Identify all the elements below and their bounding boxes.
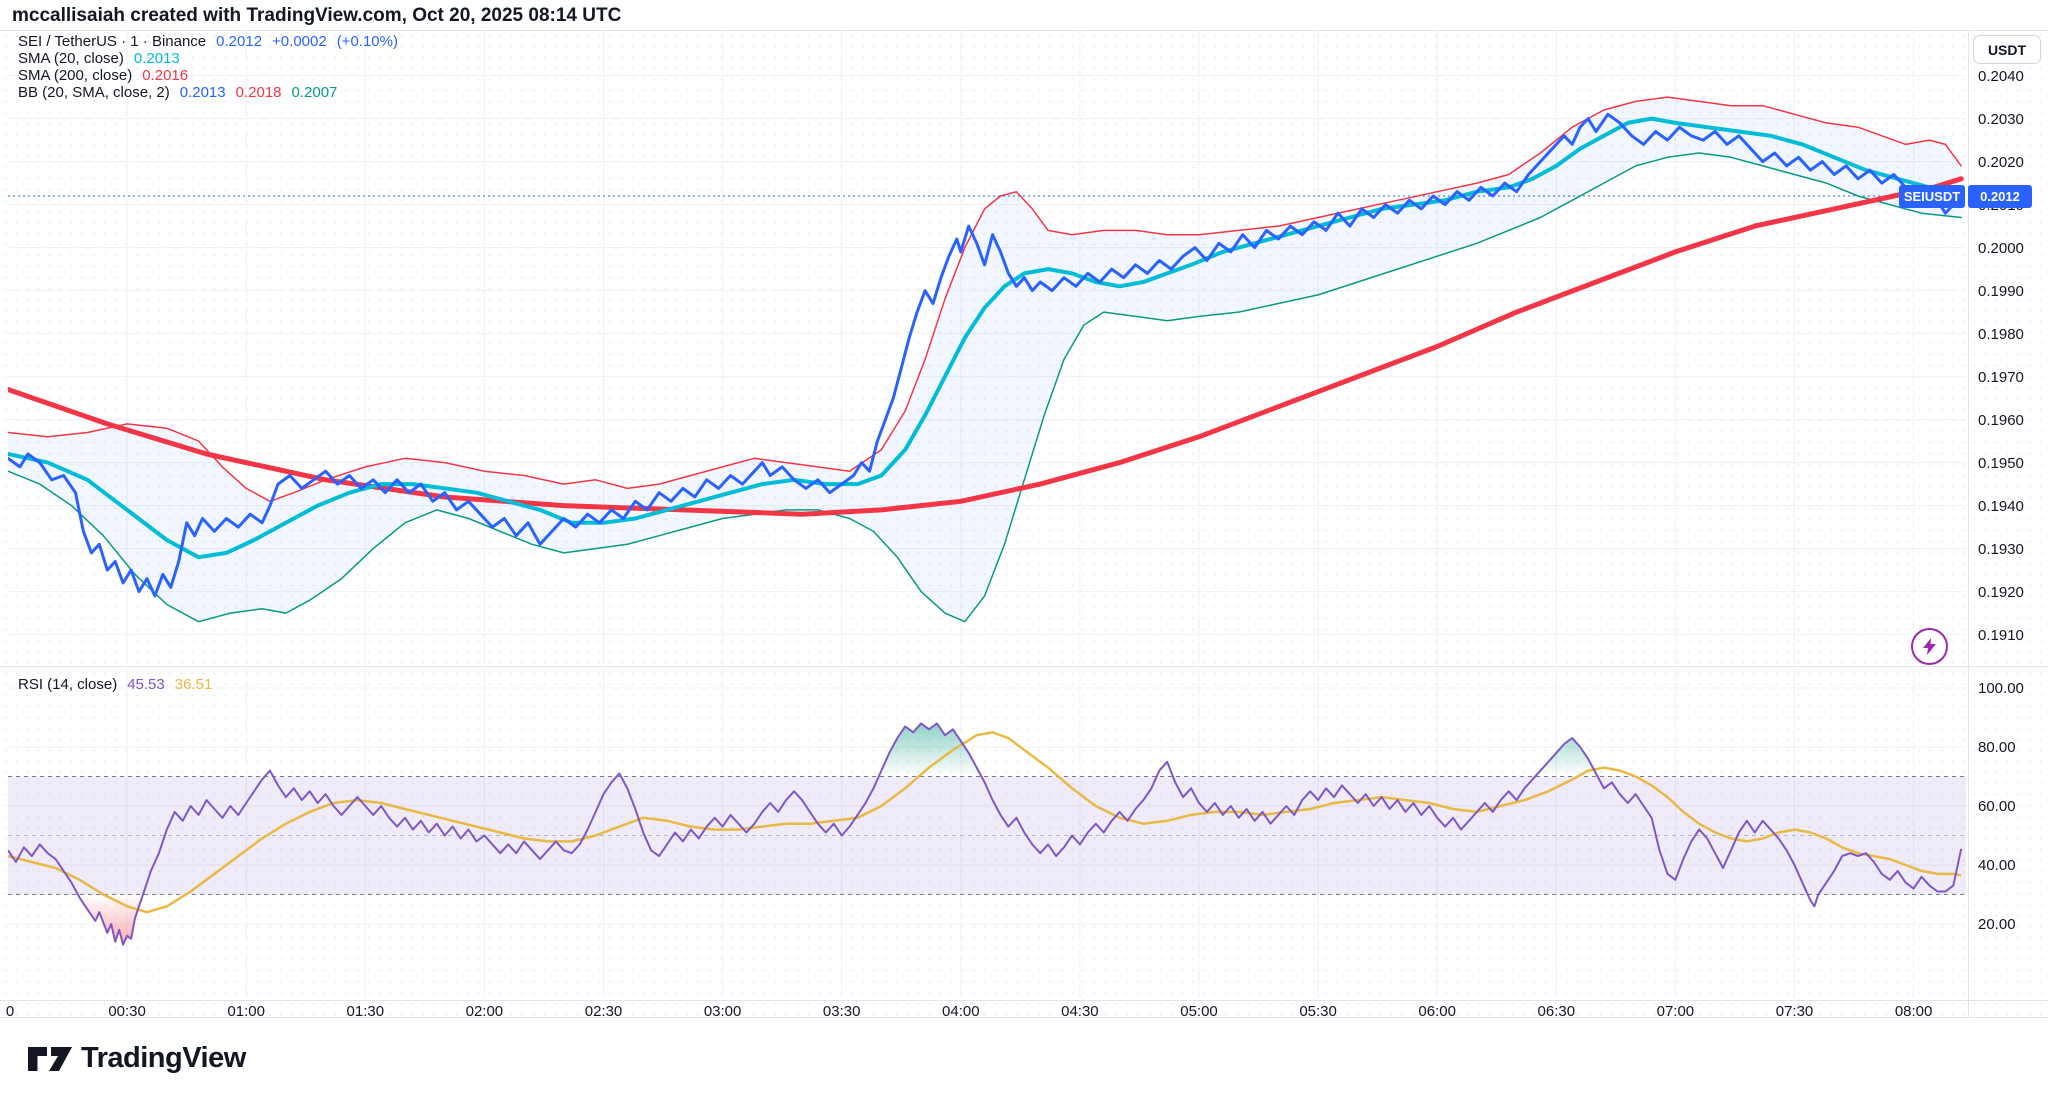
bb-band-fill bbox=[8, 97, 1962, 622]
time-tick-label: 02:30 bbox=[584, 1003, 623, 1020]
symbol-price-flag: SEIUSDT bbox=[1899, 185, 1965, 208]
rsi-tick-label: 80.00 bbox=[1978, 739, 2016, 756]
time-tick-label: 01:30 bbox=[346, 1003, 385, 1020]
price-tick-label: 0.1950 bbox=[1978, 454, 2024, 472]
price-tick-label: 0.1940 bbox=[1978, 497, 2024, 515]
time-tick-label: 02:00 bbox=[465, 1003, 504, 1020]
rsi-tick-label: 40.00 bbox=[1978, 857, 2016, 874]
time-tick-label: 06:30 bbox=[1537, 1003, 1576, 1020]
time-tick-label: 03:00 bbox=[703, 1003, 742, 1020]
rsi-ma-value: 36.51 bbox=[174, 676, 213, 693]
price-scale-border bbox=[1968, 30, 1969, 1017]
rsi-value: 45.53 bbox=[127, 676, 165, 693]
time-tick-label: 06:00 bbox=[1418, 1003, 1456, 1020]
price-tick-label: 0.1990 bbox=[1978, 282, 2024, 300]
rsi-ma-line bbox=[8, 731, 1962, 914]
rsi-tick-label: 100.00 bbox=[1978, 680, 2024, 697]
bb-basis-value: 0.2013 bbox=[179, 84, 226, 101]
symbol-change-pct: (+0.10%) bbox=[336, 33, 398, 50]
sma200-label: SMA (200, close) bbox=[18, 67, 133, 84]
time-tick-label: 0 bbox=[5, 1003, 15, 1020]
price-tick-label: 0.2000 bbox=[1978, 239, 2024, 257]
currency-toggle-button[interactable]: USDT bbox=[1973, 35, 2041, 64]
legend-sma200-row[interactable]: SMA (200, close) 0.2016 bbox=[18, 67, 398, 84]
tradingview-logo[interactable]: TradingView bbox=[28, 1042, 246, 1075]
sma20-label: SMA (20, close) bbox=[18, 50, 124, 67]
time-tick-label: 01:00 bbox=[227, 1003, 265, 1020]
rsi-tick-label: 20.00 bbox=[1978, 916, 2016, 933]
price-tick-label: 0.1920 bbox=[1978, 583, 2024, 601]
price-tick-label: 0.2040 bbox=[1978, 67, 2024, 85]
legend-symbol-row[interactable]: SEI / TetherUS · 1 · Binance 0.2012 +0.0… bbox=[18, 33, 398, 50]
tradingview-wordmark: TradingView bbox=[81, 1042, 246, 1074]
time-axis-border bbox=[0, 1000, 2048, 1001]
time-tick-label: 05:00 bbox=[1180, 1003, 1218, 1020]
time-tick-label: 07:30 bbox=[1775, 1003, 1814, 1020]
rsi-tick-label: 60.00 bbox=[1978, 798, 2016, 815]
time-tick-label: 05:30 bbox=[1299, 1003, 1337, 1020]
chart-top-border bbox=[0, 30, 2048, 31]
symbol-title: SEI / TetherUS · 1 · Binance bbox=[18, 33, 207, 50]
symbol-last-price: 0.2012 bbox=[216, 33, 263, 50]
rsi-line bbox=[8, 722, 1963, 946]
attribution-text: mccallisaiah created with TradingView.co… bbox=[12, 5, 622, 26]
rsi-label: RSI (14, close) bbox=[18, 676, 118, 693]
pane-separator[interactable] bbox=[0, 666, 2048, 667]
price-line bbox=[8, 112, 1963, 598]
price-tick-label: 0.1970 bbox=[1978, 368, 2024, 386]
legend-bb-row[interactable]: BB (20, SMA, close, 2) 0.2013 0.2018 0.2… bbox=[18, 84, 398, 101]
lightning-button[interactable] bbox=[1911, 628, 1948, 665]
rsi-legend[interactable]: RSI (14, close) 45.53 36.51 bbox=[18, 676, 212, 693]
price-tick-label: 0.2030 bbox=[1978, 110, 2024, 128]
price-tick-label: 0.1960 bbox=[1978, 411, 2024, 429]
price-tick-label: 0.1980 bbox=[1978, 325, 2024, 343]
tradingview-mark-icon bbox=[28, 1046, 72, 1071]
main-legend: SEI / TetherUS · 1 · Binance 0.2012 +0.0… bbox=[18, 33, 398, 101]
price-tick-label: 0.1910 bbox=[1978, 626, 2024, 644]
time-tick-label: 03:30 bbox=[822, 1003, 861, 1020]
symbol-change: +0.0002 bbox=[272, 33, 327, 50]
last-price-axis-label: 0.2012 bbox=[1968, 185, 2032, 208]
time-tick-label: 08:00 bbox=[1894, 1003, 1933, 1020]
bb-upper-line bbox=[8, 96, 1962, 503]
rsi-overbought-fill bbox=[8, 723, 1962, 777]
time-tick-label: 04:00 bbox=[942, 1003, 980, 1020]
time-tick-label: 00:30 bbox=[108, 1003, 146, 1020]
sma200-value: 0.2016 bbox=[142, 67, 189, 84]
lightning-icon bbox=[1923, 638, 1936, 655]
bb-upper-value: 0.2018 bbox=[235, 84, 282, 101]
bb-lower-value: 0.2007 bbox=[291, 84, 338, 101]
legend-sma20-row[interactable]: SMA (20, close) 0.2013 bbox=[18, 50, 398, 67]
time-tick-label: 07:00 bbox=[1656, 1003, 1695, 1020]
sma20-value: 0.2013 bbox=[133, 50, 180, 67]
chart-bottom-border bbox=[0, 1017, 2048, 1018]
time-tick-label: 04:30 bbox=[1061, 1003, 1099, 1020]
bb-lower-line bbox=[8, 152, 1962, 623]
bb-label: BB (20, SMA, close, 2) bbox=[18, 84, 170, 101]
price-tick-label: 0.1930 bbox=[1978, 540, 2024, 558]
sma200-line bbox=[8, 176, 1964, 517]
price-tick-label: 0.2020 bbox=[1978, 153, 2024, 171]
